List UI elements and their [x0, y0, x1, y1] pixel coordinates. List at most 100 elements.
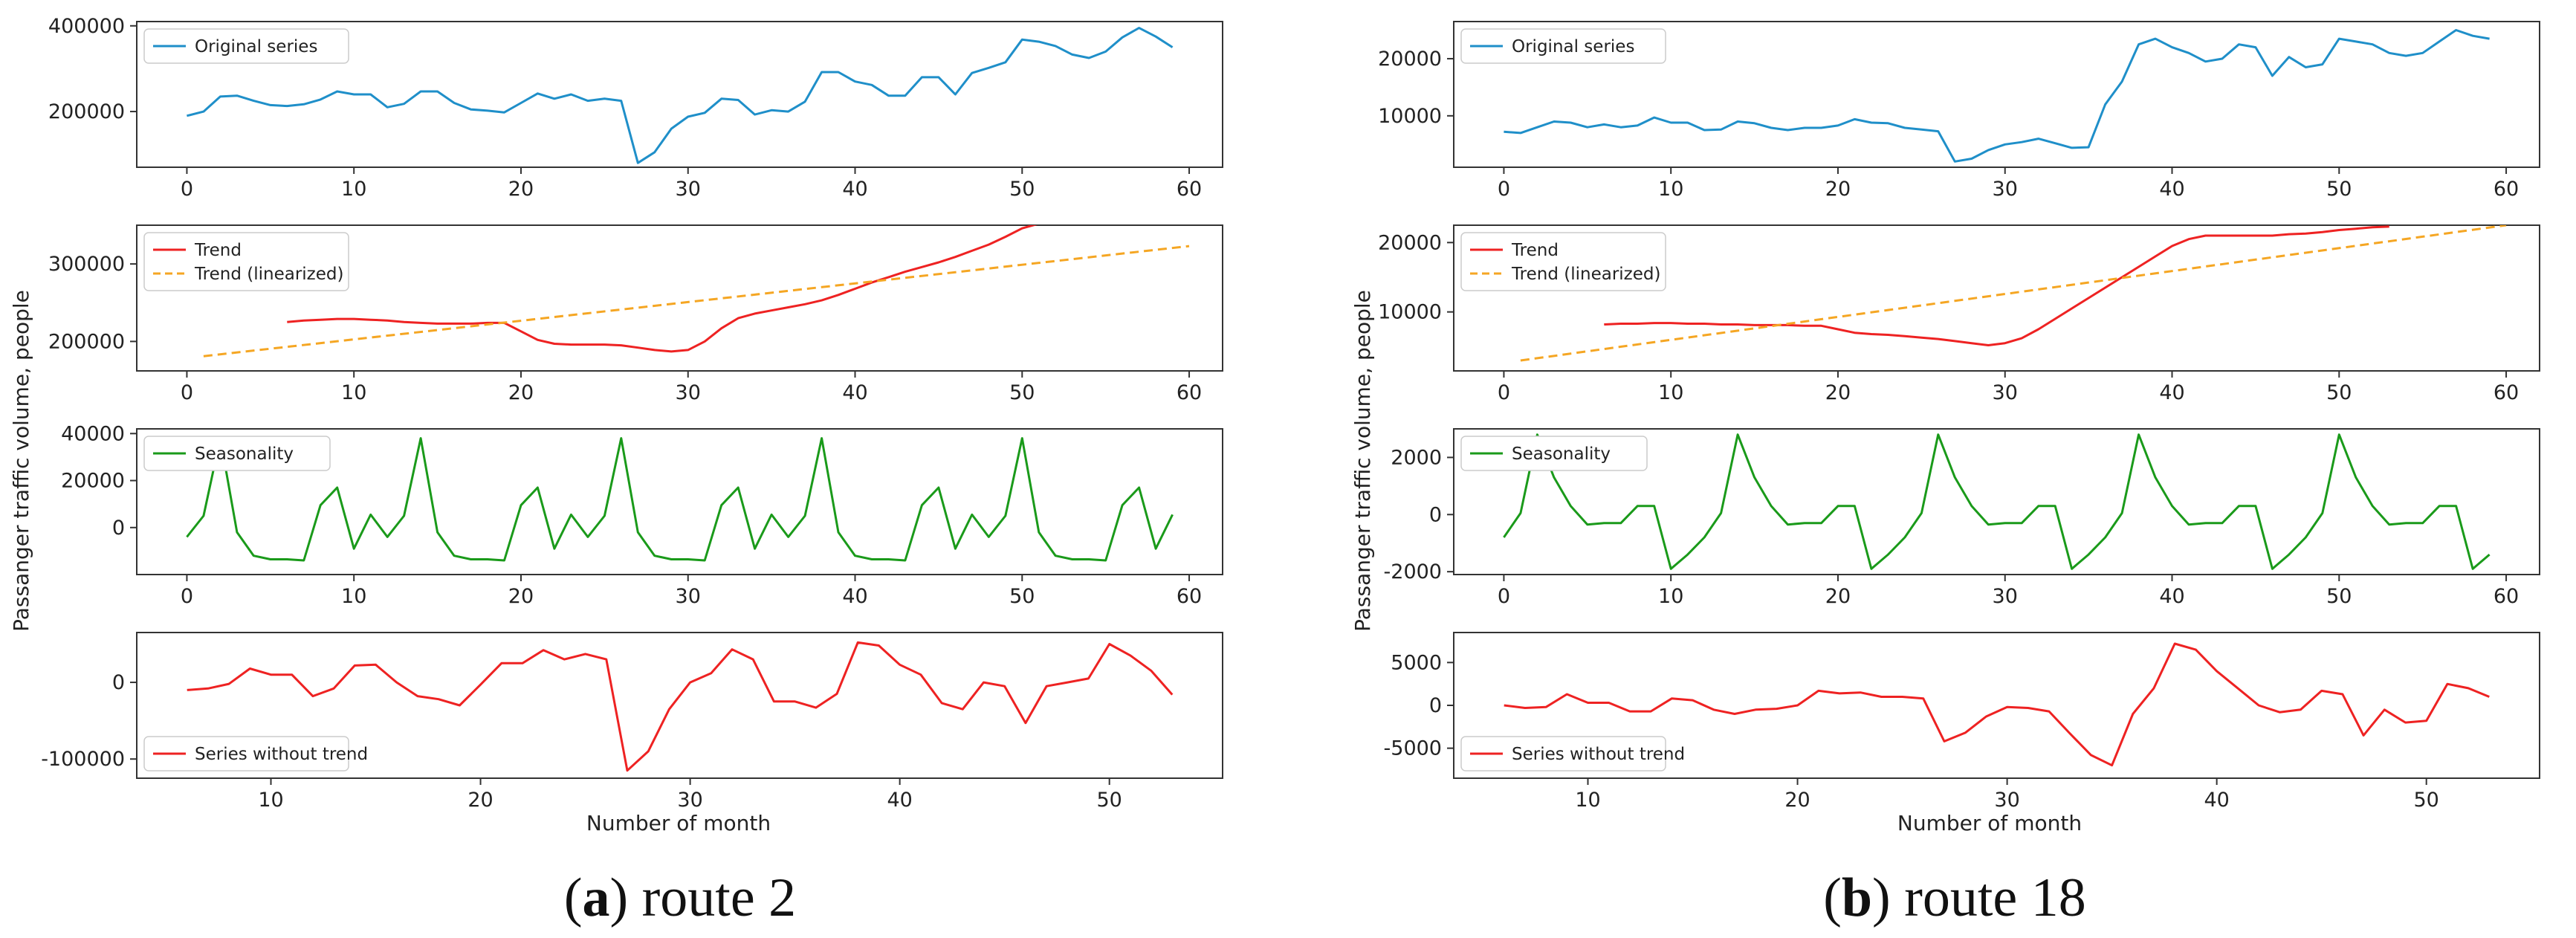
legend-label: Trend (linearized): [194, 265, 343, 284]
x-tick-label: 30: [1994, 789, 2019, 812]
y-tick-label: 400000: [48, 15, 125, 38]
x-tick-label: 50: [1009, 178, 1035, 201]
series-line-series-without-trend: [187, 641, 1174, 772]
x-tick-label: 10: [1658, 381, 1683, 404]
y-tick-label: 300000: [48, 253, 125, 276]
caption-letter-b: b: [1842, 867, 1872, 928]
subplot-trend-a: 0 10 20 30 40 50 60 200000 300000 Trend Trend (lin…: [48, 224, 1223, 404]
caption-b: (b) route 18: [1823, 867, 2086, 928]
x-tick-label: 40: [2159, 585, 2184, 608]
y-tick-label: 0: [112, 517, 125, 540]
legend-box: [1460, 28, 1666, 64]
x-tick-label: 0: [181, 178, 193, 201]
x-tick-label: 30: [676, 381, 701, 404]
x-tick-label: 20: [508, 381, 534, 404]
x-tick-label: 50: [2326, 178, 2352, 201]
y-axis-label-b: Passanger traffic volume, people: [1350, 290, 1375, 632]
axes-frame: [136, 632, 1223, 779]
axes-frame: [1453, 428, 2540, 575]
y-tick-label: 20000: [1378, 48, 1442, 71]
legend-box: [1460, 232, 1666, 291]
legend-box: [143, 736, 349, 772]
x-tick-label: 60: [1177, 178, 1202, 201]
legend-label: Trend: [1511, 241, 1559, 260]
legend-label: Seasonality: [1512, 444, 1611, 464]
x-tick-label: 20: [508, 585, 534, 608]
y-tick-label: 20000: [1378, 231, 1442, 254]
x-tick-label: 10: [1575, 789, 1600, 812]
x-tick-label: 40: [2159, 178, 2184, 201]
y-tick-label: -5000: [1384, 737, 1442, 760]
x-tick-label: 0: [181, 585, 193, 608]
series-line-original-series: [1504, 29, 2490, 163]
y-tick-label: 200000: [48, 100, 125, 123]
x-tick-label: 20: [1825, 178, 1851, 201]
x-tick-label: 50: [1097, 789, 1122, 812]
subplot-series-without-trend-b: 10 20 30 40 50 -5000 0 5000 Series without trend: [1384, 632, 2540, 812]
x-tick-label: 10: [341, 381, 366, 404]
x-tick-label: 50: [2326, 585, 2352, 608]
y-tick-label: 40000: [61, 422, 125, 445]
y-axis-label-a: Passanger traffic volume, people: [9, 290, 33, 632]
legend-label: Series without trend: [195, 745, 368, 764]
x-axis-label-a: Number of month: [586, 811, 771, 835]
x-tick-label: 30: [1993, 178, 2018, 201]
x-tick-label: 20: [508, 178, 534, 201]
subplot-seasonality-b: 0 10 20 30 40 50 60 -2000 0 2000 Seasonality: [1384, 428, 2540, 608]
legend-label: Original series: [1512, 37, 1634, 56]
series-line-trend-linearized: [203, 245, 1190, 358]
y-tick-label: 10000: [1378, 301, 1442, 324]
legend-label: Series without trend: [1512, 745, 1685, 764]
legend-box: [1460, 736, 1666, 772]
x-tick-label: 50: [2414, 789, 2439, 812]
x-tick-label: 40: [842, 381, 867, 404]
x-tick-label: 20: [1825, 381, 1851, 404]
series-line-original-series: [187, 27, 1174, 164]
series-line-trend: [287, 225, 1038, 353]
x-tick-label: 60: [2494, 178, 2519, 201]
x-tick-label: 0: [181, 381, 193, 404]
x-tick-label: 30: [677, 789, 702, 812]
axes-frame: [136, 224, 1223, 372]
y-tick-label: 0: [1429, 694, 1442, 717]
caption-letter-a: a: [582, 867, 609, 928]
x-tick-label: 10: [1658, 585, 1683, 608]
legend-box: [143, 232, 349, 291]
series-line-seasonality: [1503, 433, 2491, 570]
x-tick-label: 40: [2204, 789, 2229, 812]
x-tick-label: 0: [1498, 178, 1510, 201]
series-line-seasonality: [186, 437, 1174, 562]
subplot-series-without-trend-a: 10 20 30 40 50 -100000 0 Series without trend: [41, 632, 1223, 812]
x-tick-label: 0: [1498, 585, 1510, 608]
x-tick-label: 50: [1009, 381, 1035, 404]
x-tick-label: 0: [1498, 381, 1510, 404]
y-tick-label: 0: [1429, 503, 1442, 526]
caption-text-b: route 18: [1904, 867, 2086, 928]
legend-box: [143, 436, 331, 471]
x-tick-label: 10: [258, 789, 283, 812]
series-line-trend-linearized: [1520, 225, 2507, 362]
legend-label: Seasonality: [195, 444, 294, 464]
x-tick-label: 30: [676, 178, 701, 201]
x-tick-label: 50: [2326, 381, 2352, 404]
caption-a: (a) route 2: [564, 867, 796, 928]
x-tick-label: 20: [467, 789, 493, 812]
x-tick-label: 40: [2159, 381, 2184, 404]
axes-frame: [1453, 21, 2540, 168]
x-axis-label-b: Number of month: [1897, 811, 2082, 835]
legend-label: Trend: [194, 241, 242, 260]
y-tick-label: -2000: [1384, 560, 1442, 583]
x-tick-label: 60: [1177, 381, 1202, 404]
legend-label: Original series: [195, 37, 317, 56]
legend-box: [1460, 436, 1648, 471]
axes-frame: [136, 428, 1223, 575]
y-tick-label: 10000: [1378, 105, 1442, 128]
legend-box: [143, 28, 349, 64]
y-tick-label: 200000: [48, 330, 125, 353]
x-tick-label: 30: [1993, 381, 2018, 404]
y-tick-label: 5000: [1391, 651, 1442, 674]
series-line-trend: [1604, 225, 2389, 346]
x-tick-label: 60: [2494, 381, 2519, 404]
